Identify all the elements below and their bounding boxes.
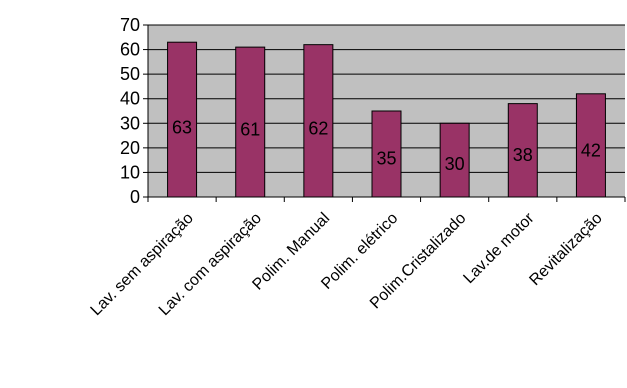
- y-tick-label: 0: [130, 187, 140, 207]
- bar: [507, 103, 538, 198]
- x-category-label: Lav.de motor: [460, 209, 538, 287]
- y-tick-label: 70: [120, 15, 140, 35]
- data-label: 42: [581, 141, 601, 161]
- data-label: 63: [172, 117, 192, 137]
- data-label: 30: [445, 154, 465, 174]
- data-label: 61: [240, 120, 260, 140]
- bar: [371, 110, 402, 198]
- bar: [439, 122, 470, 198]
- data-label: 38: [513, 145, 533, 165]
- y-tick-label: 50: [120, 64, 140, 84]
- y-tick-label: 10: [120, 162, 140, 182]
- y-tick-label: 20: [120, 138, 140, 158]
- y-tick-label: 30: [120, 113, 140, 133]
- bar: [575, 93, 606, 198]
- axes: [143, 24, 626, 202]
- bar: [235, 46, 266, 198]
- data-label: 62: [308, 118, 328, 138]
- x-category-label: Revitalização: [526, 210, 605, 289]
- y-tick-label: 40: [120, 89, 140, 109]
- data-label: 35: [376, 148, 396, 168]
- y-tick-label: 60: [120, 40, 140, 60]
- bar: [167, 41, 198, 198]
